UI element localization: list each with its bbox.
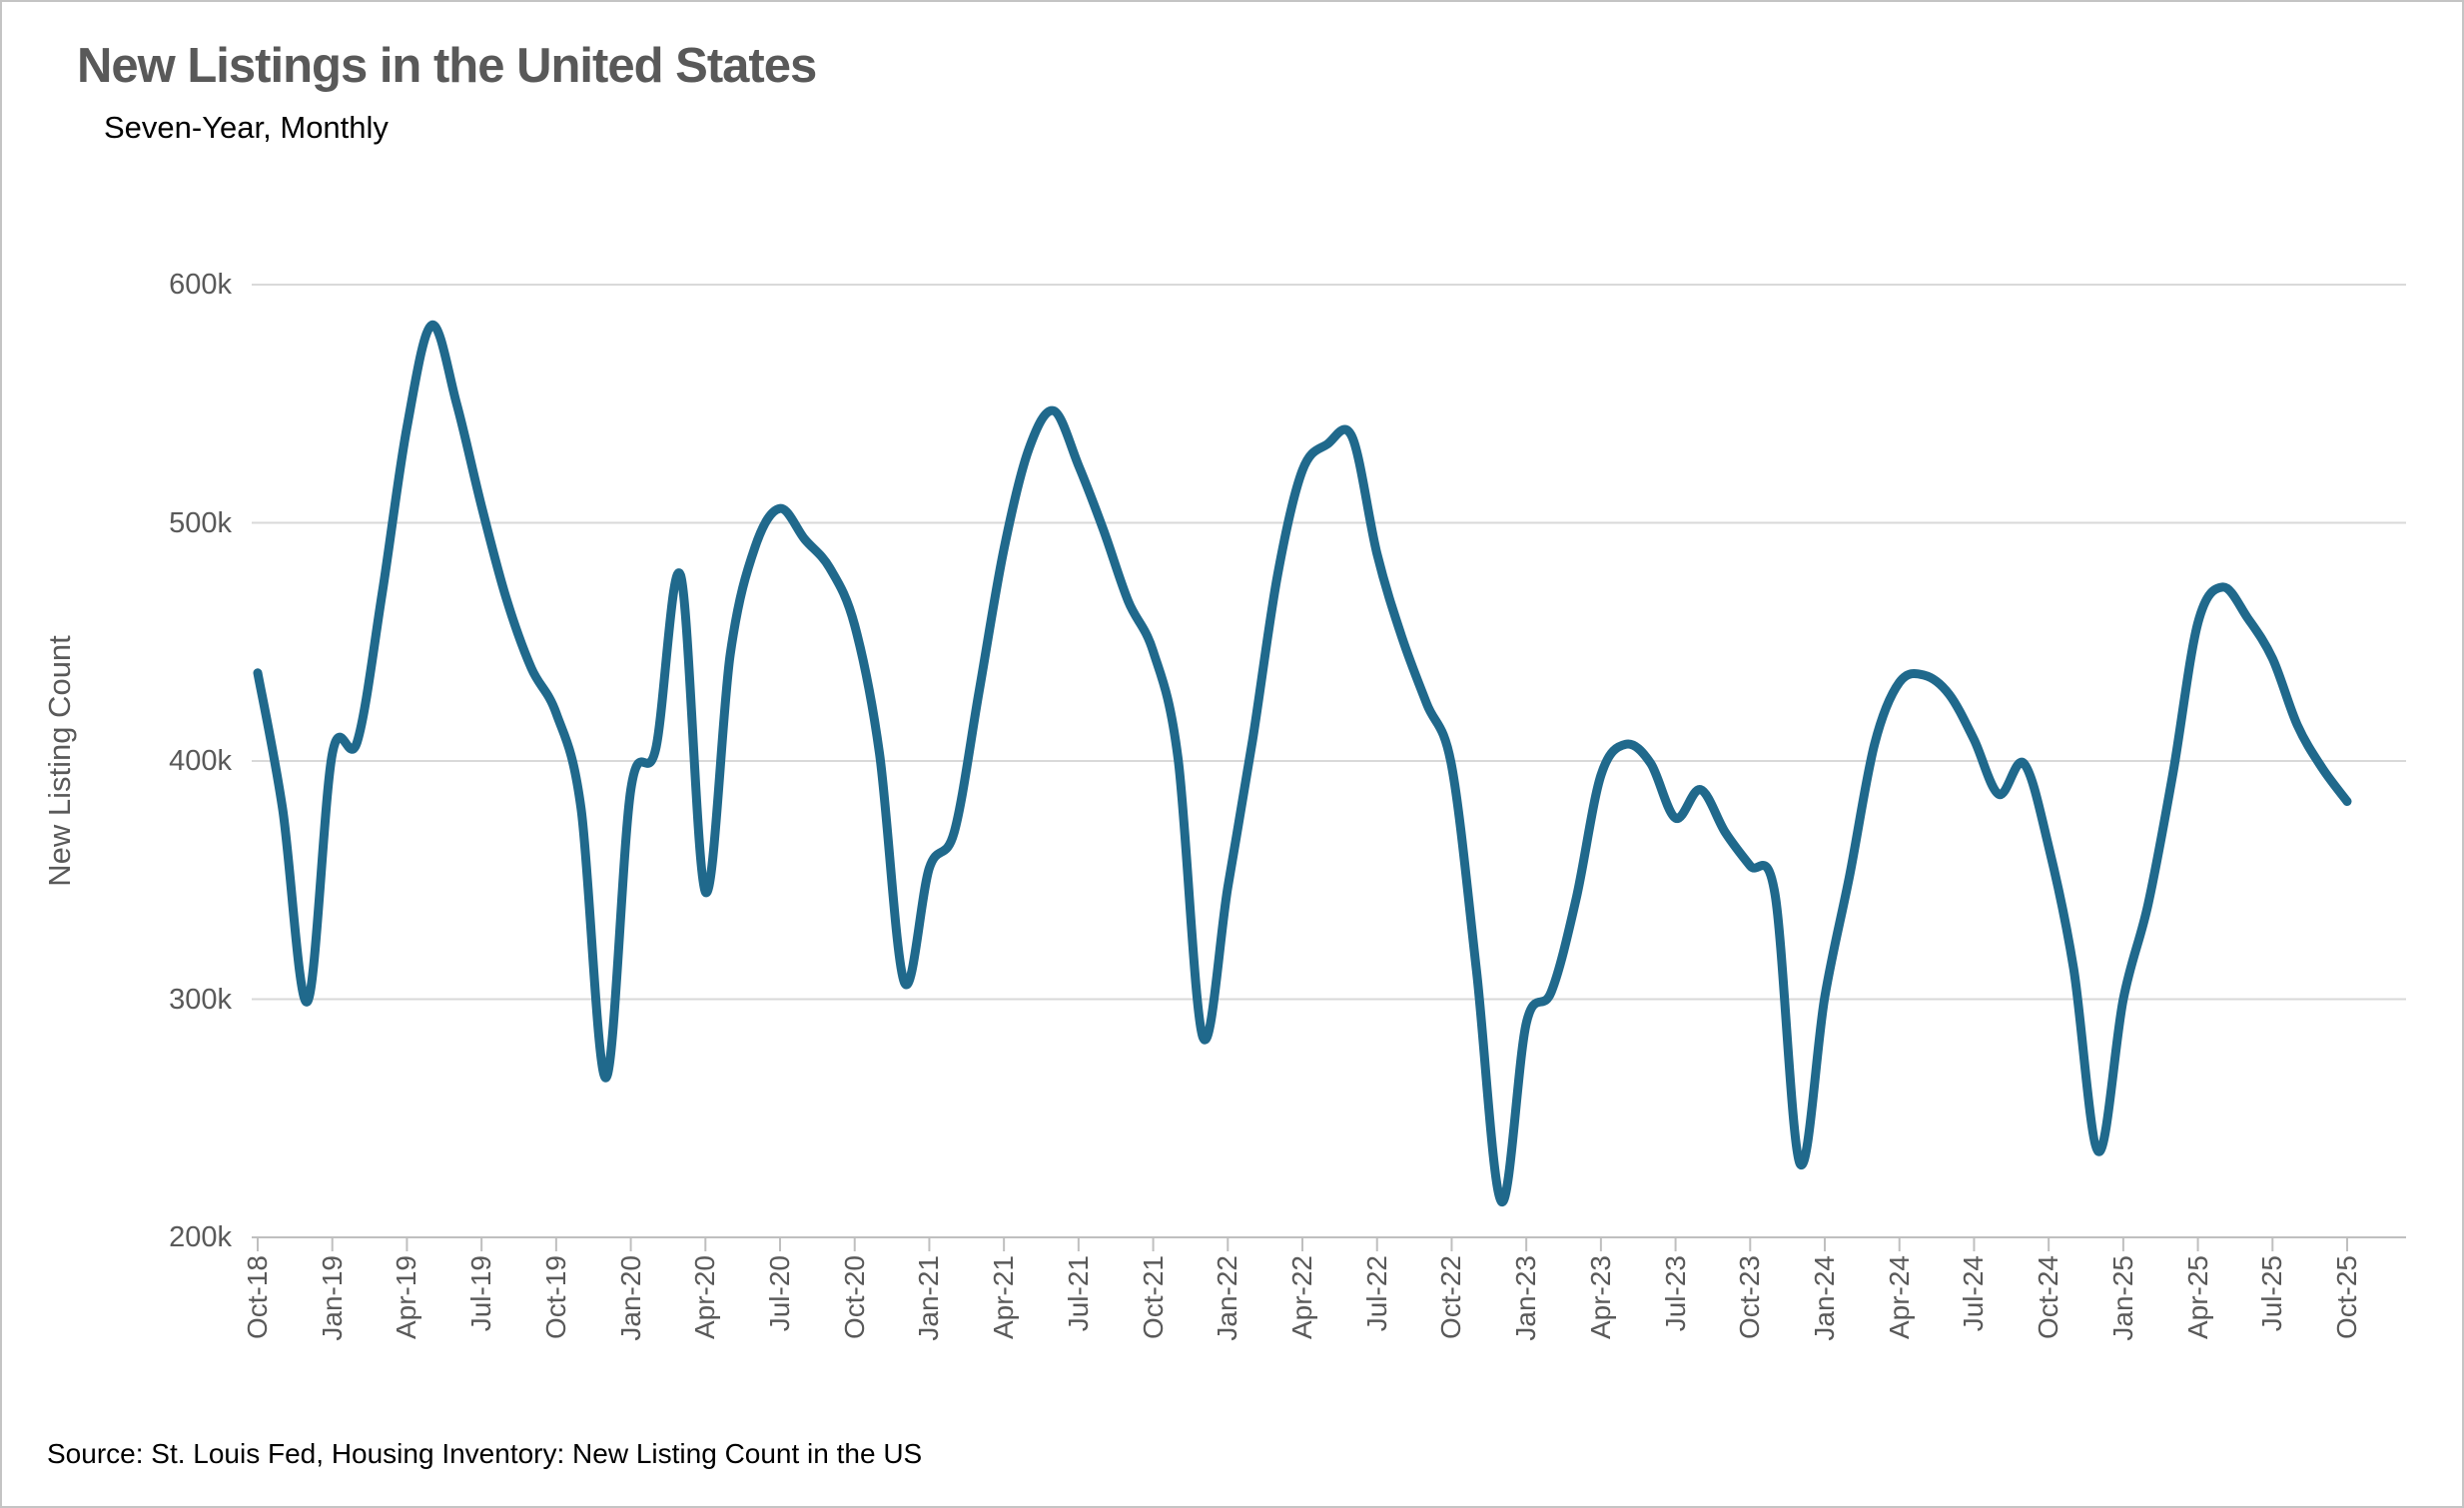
x-tick-label-Apr-19: Apr-19 [391, 1255, 422, 1340]
x-tick-label-Oct-18: Oct-18 [242, 1255, 273, 1340]
y-tick-label-600k: 600k [169, 269, 232, 301]
x-tick-label-Oct-22: Oct-22 [1435, 1255, 1467, 1340]
x-tick-label-Apr-24: Apr-24 [1883, 1255, 1915, 1340]
y-tick-label-300k: 300k [169, 983, 232, 1016]
x-tick-label-Oct-25: Oct-25 [2331, 1255, 2363, 1340]
x-tick-label-Apr-25: Apr-25 [2181, 1255, 2213, 1340]
y-tick-label-200k: 200k [169, 1221, 232, 1253]
x-tick-label-Jul-21: Jul-21 [1062, 1255, 1094, 1332]
x-tick-label-Jan-20: Jan-20 [614, 1255, 646, 1341]
x-tick-label-Jan-24: Jan-24 [1809, 1255, 1840, 1341]
x-tick-label-Jul-23: Jul-23 [1659, 1255, 1691, 1332]
new-listing-count-series-line [253, 321, 2352, 1206]
x-tick-label-Oct-23: Oct-23 [1734, 1255, 1766, 1340]
x-tick-label-Jul-24: Jul-24 [1958, 1255, 1990, 1332]
chart-subtitle: Seven-Year, Monthly [104, 110, 389, 145]
y-tick-label-500k: 500k [169, 506, 232, 539]
x-tick-label-Jan-25: Jan-25 [2106, 1255, 2138, 1341]
x-tick-label-Jul-19: Jul-19 [465, 1255, 497, 1332]
x-tick-label-Oct-19: Oct-19 [539, 1255, 571, 1340]
x-tick-label-Jan-19: Jan-19 [316, 1255, 348, 1341]
x-tick-label-Oct-21: Oct-21 [1137, 1255, 1169, 1340]
x-tick-label-Apr-21: Apr-21 [988, 1255, 1020, 1340]
chart-title: New Listings in the United States [77, 39, 817, 93]
x-tick-label-Jan-21: Jan-21 [913, 1255, 945, 1341]
x-tick-label-Oct-24: Oct-24 [2033, 1255, 2064, 1340]
x-tick-label-Jul-25: Jul-25 [2256, 1255, 2288, 1332]
x-tick-label-Apr-22: Apr-22 [1286, 1255, 1317, 1340]
x-tick-label-Apr-20: Apr-20 [689, 1255, 721, 1340]
x-tick-label-Jan-22: Jan-22 [1212, 1255, 1243, 1341]
x-tick-label-Jan-23: Jan-23 [1510, 1255, 1542, 1341]
x-tick-label-Jul-22: Jul-22 [1360, 1255, 1392, 1332]
x-tick-label-Apr-23: Apr-23 [1584, 1255, 1616, 1340]
x-tick-label-Oct-20: Oct-20 [838, 1255, 870, 1340]
y-axis-title: New Listing Count [42, 635, 77, 887]
x-tick-label-Jul-20: Jul-20 [764, 1255, 795, 1332]
source-note: Source: St. Louis Fed, Housing Inventory… [47, 1438, 923, 1469]
y-tick-label-400k: 400k [169, 745, 232, 777]
